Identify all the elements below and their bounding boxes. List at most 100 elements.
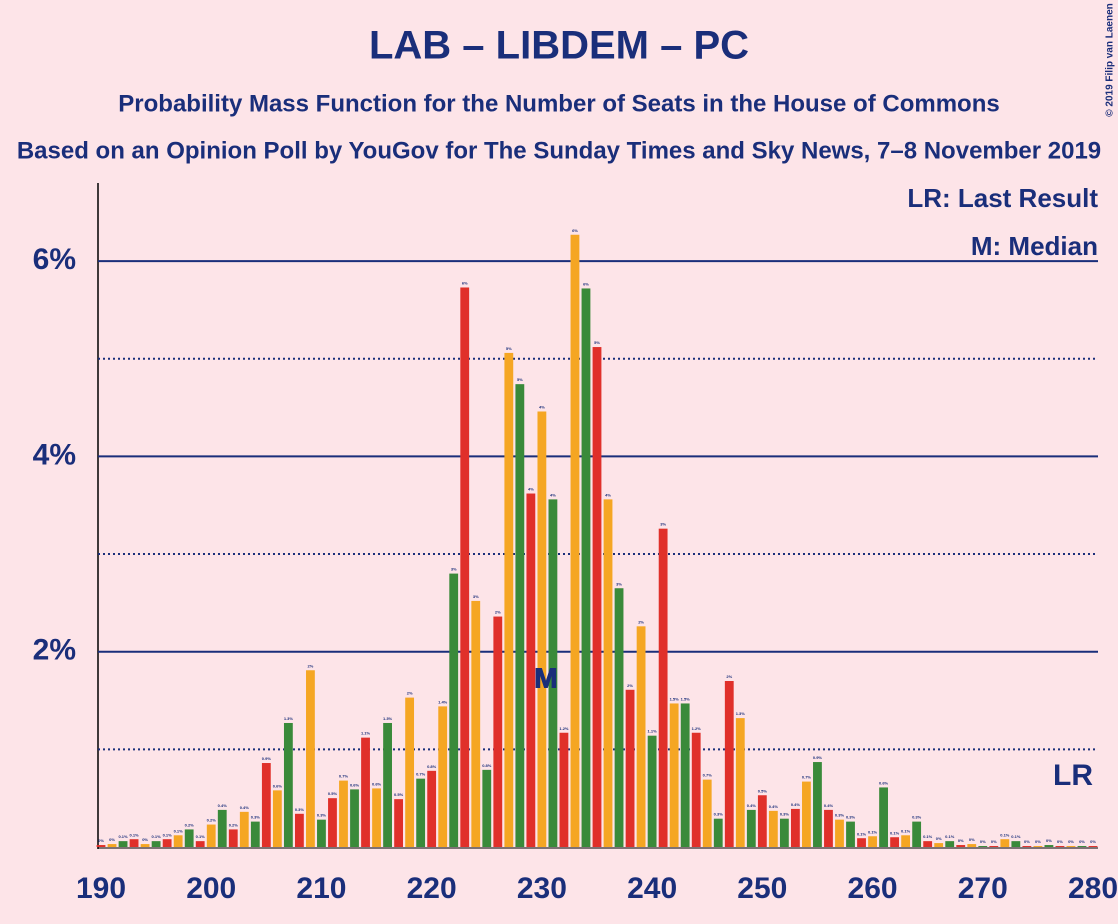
value-label: 1.2% (559, 726, 569, 731)
bar (239, 811, 249, 847)
bar (625, 689, 635, 847)
value-label: 0% (142, 837, 148, 842)
bar (702, 779, 712, 847)
value-label: 0.6% (372, 781, 382, 786)
y-tick-label: 6% (33, 243, 76, 276)
bar (614, 588, 624, 847)
bar (515, 384, 525, 847)
value-label: 1.3% (284, 716, 294, 721)
value-label: 0.1% (1011, 834, 1021, 839)
bar (724, 681, 734, 847)
value-label: 0.1% (118, 834, 128, 839)
bar (162, 839, 172, 847)
value-label: 1.1% (648, 729, 658, 734)
value-label: 0.3% (714, 812, 724, 817)
value-label: 0.1% (923, 834, 933, 839)
bar (195, 841, 205, 847)
bar (173, 835, 183, 847)
bar (294, 813, 304, 847)
value-label: 0.9% (262, 756, 272, 761)
value-label: 0.7% (703, 773, 713, 778)
copyright: © 2019 Filip van Laenen (1105, 3, 1116, 117)
value-label: 0% (109, 837, 115, 842)
value-label: 0% (1079, 839, 1085, 844)
value-label: 0.6% (879, 780, 889, 785)
bar (592, 347, 602, 847)
bar (405, 697, 415, 847)
value-label: 0.3% (835, 813, 845, 818)
value-label: 2% (638, 619, 644, 624)
bar (934, 843, 944, 847)
value-label: 1.5% (681, 697, 691, 702)
value-label: 0.8% (482, 763, 492, 768)
bar (824, 809, 833, 847)
bar (317, 819, 326, 847)
value-label: 0.3% (317, 813, 327, 818)
bar (945, 841, 955, 847)
bar (1000, 839, 1010, 847)
x-tick-label: 230 (517, 872, 567, 905)
x-tick-label: 250 (737, 872, 787, 905)
bar (250, 821, 260, 847)
value-label: 0.3% (846, 815, 856, 820)
value-label: 0.2% (185, 822, 195, 827)
legend-text: M: Median (971, 231, 1098, 261)
chart-title: LAB – LIBDEM – PC (369, 24, 749, 68)
value-label: 0% (958, 838, 964, 843)
bar (217, 809, 227, 847)
value-label: 3% (660, 522, 666, 527)
value-label: 1.2% (692, 726, 702, 731)
value-label: 4% (539, 405, 545, 410)
value-label: 0.6% (273, 783, 283, 788)
bar (779, 818, 789, 847)
bar (537, 411, 547, 847)
value-label: 2% (495, 610, 501, 615)
y-tick-label: 2% (33, 634, 76, 667)
x-tick-label: 270 (958, 872, 1008, 905)
y-tick-label: 4% (33, 438, 76, 471)
value-label: 3% (473, 594, 479, 599)
bar (603, 499, 613, 847)
bar (416, 778, 426, 847)
value-label: 1.4% (438, 699, 448, 704)
value-label: 0.1% (130, 832, 140, 837)
bar (746, 809, 756, 847)
x-tick-label: 280 (1068, 872, 1118, 905)
value-label: 0.7% (416, 772, 426, 777)
value-label: 0.1% (196, 834, 206, 839)
value-label: 1.3% (736, 711, 746, 716)
bar (151, 841, 161, 847)
value-label: 0.4% (791, 802, 801, 807)
value-label: 0% (991, 839, 997, 844)
bar (1077, 846, 1087, 847)
value-label: 0.8% (427, 764, 437, 769)
value-label: 2% (627, 683, 633, 688)
bar (328, 798, 337, 847)
chart-subtitle: Probability Mass Function for the Number… (118, 90, 999, 117)
bar (140, 844, 150, 847)
x-tick-label: 190 (76, 872, 126, 905)
bar (570, 234, 580, 848)
value-label: 0% (1046, 838, 1052, 843)
bar (647, 735, 657, 847)
bar (901, 835, 911, 847)
value-label: 0.1% (868, 829, 878, 834)
bar (493, 616, 503, 847)
bar (372, 788, 381, 847)
bar (636, 626, 646, 847)
bar (129, 839, 139, 847)
bar (283, 722, 293, 847)
bar (1088, 846, 1098, 847)
value-label: 5% (506, 346, 512, 351)
bar (713, 818, 723, 847)
bar (680, 703, 690, 847)
value-label: 4% (605, 492, 611, 497)
bar (471, 600, 481, 847)
bar (1044, 845, 1054, 847)
value-label: 0.3% (295, 807, 305, 812)
bar (438, 706, 448, 847)
value-label: 0.1% (1000, 832, 1010, 837)
x-tick-label: 210 (296, 872, 346, 905)
value-label: 0.1% (163, 832, 173, 837)
